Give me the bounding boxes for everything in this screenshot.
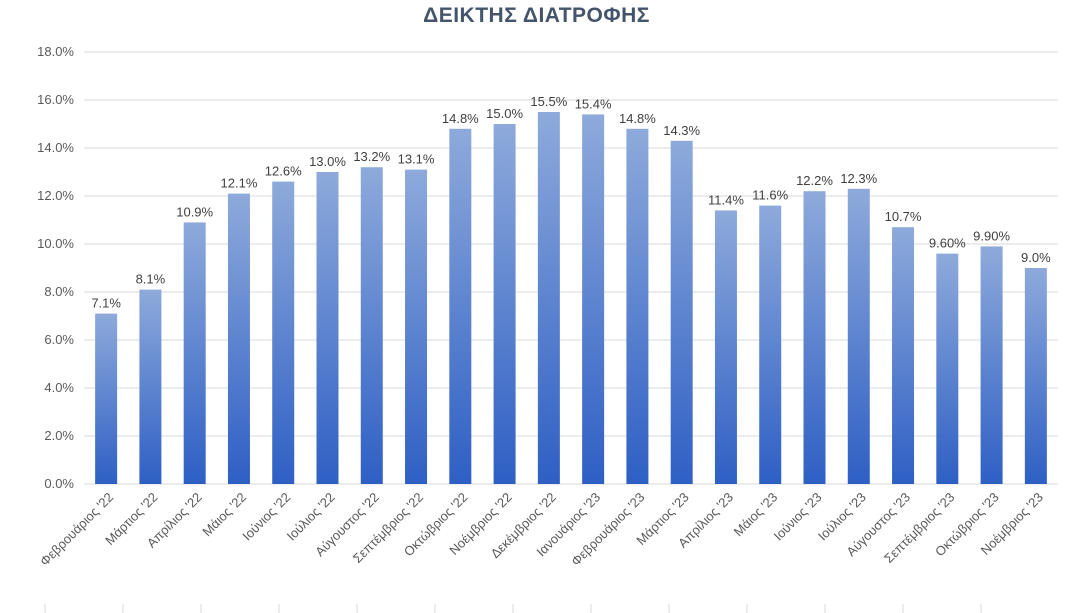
- bar: [360, 167, 383, 484]
- data-label: 15.5%: [530, 94, 567, 109]
- bar: [759, 205, 782, 484]
- data-label: 9.60%: [929, 236, 966, 251]
- data-label: 11.6%: [752, 188, 788, 203]
- bar: [582, 114, 605, 485]
- data-label: 10.9%: [176, 204, 213, 219]
- data-label: 11.4%: [708, 192, 744, 207]
- data-label: 14.8%: [442, 111, 479, 126]
- y-axis-ticks: 0.0% 2.0% 4.0% 6.0% 8.0% 10.0% 12.0% 14.0% 16.0%…: [37, 44, 74, 491]
- y-tick-label: 8.0%: [44, 284, 74, 299]
- x-tick-label: Φεβρουάριος '22: [37, 490, 116, 569]
- y-tick-label: 14.0%: [37, 140, 74, 155]
- bar: [405, 169, 428, 484]
- data-label: 10.7%: [885, 209, 922, 224]
- y-tick-label: 2.0%: [44, 428, 74, 443]
- y-tick-label: 16.0%: [37, 92, 74, 107]
- bar: [626, 128, 649, 485]
- bar: [493, 124, 516, 484]
- data-label: 13.2%: [353, 149, 390, 164]
- bar: [714, 210, 737, 484]
- bar: [847, 188, 870, 485]
- bar: [537, 112, 560, 484]
- bar: [980, 246, 1003, 484]
- chart-title: ΔΕΙΚΤΗΣ ΔΙΑΤΡΟΦΗΣ: [423, 4, 650, 27]
- bar: [316, 172, 339, 484]
- bar: [1024, 268, 1047, 484]
- y-tick-label: 18.0%: [37, 44, 74, 59]
- data-label: 9.0%: [1021, 250, 1051, 265]
- bars: [95, 112, 1047, 485]
- y-tick-label: 6.0%: [44, 332, 74, 347]
- data-label: 14.3%: [663, 123, 700, 138]
- bar: [449, 128, 472, 485]
- bar: [227, 193, 250, 484]
- data-label: 13.1%: [398, 152, 435, 167]
- y-tick-label: 12.0%: [37, 188, 74, 203]
- data-label: 8.1%: [136, 272, 166, 287]
- data-label: 12.3%: [840, 171, 877, 186]
- data-label: 15.4%: [575, 96, 612, 111]
- y-tick-label: 0.0%: [44, 476, 74, 491]
- y-tick-label: 4.0%: [44, 380, 74, 395]
- data-label: 7.1%: [91, 296, 121, 311]
- data-label: 15.0%: [486, 106, 523, 121]
- data-label: 13.0%: [309, 154, 346, 169]
- data-label: 9.90%: [973, 228, 1010, 243]
- bar: [139, 289, 162, 484]
- bar: [272, 181, 295, 484]
- data-label: 12.1%: [221, 176, 258, 191]
- bar: [803, 191, 826, 484]
- bar: [183, 222, 206, 484]
- bottom-tick-marks: [44, 604, 982, 613]
- bar: [892, 227, 915, 484]
- data-label: 12.6%: [265, 164, 302, 179]
- y-tick-label: 10.0%: [37, 236, 74, 251]
- bar: [670, 140, 693, 485]
- data-label: 12.2%: [796, 173, 833, 188]
- data-labels: 7.1% 8.1% 10.9% 12.1% 12.6% 13.0% 13.2% 13.1% 14…: [91, 94, 1051, 311]
- bar: [95, 313, 118, 484]
- data-label: 14.8%: [619, 111, 656, 126]
- bar: [936, 253, 959, 484]
